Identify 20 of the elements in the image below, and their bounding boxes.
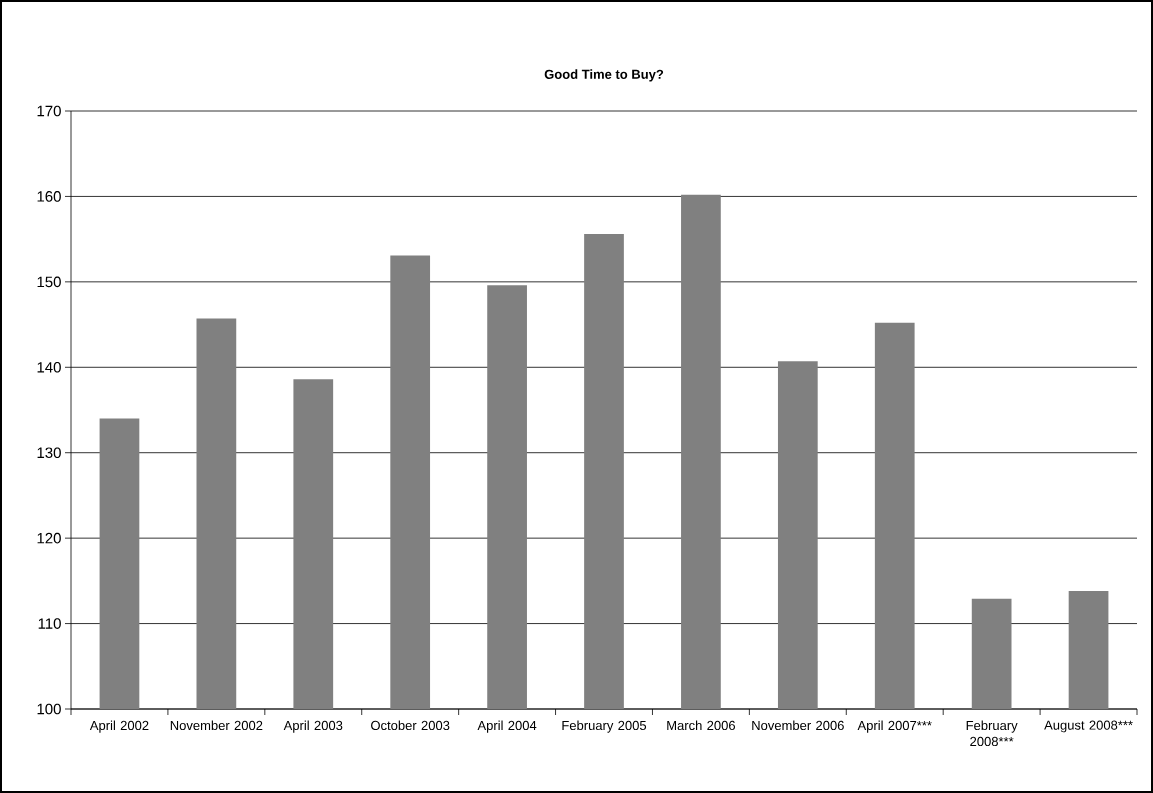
chart-title: Good Time to Buy?: [544, 69, 664, 82]
x-tick-label: April 2003: [283, 720, 343, 733]
y-tick-label: 100: [37, 703, 61, 715]
x-tick-label: March 2006: [667, 720, 736, 731]
x-tick-label: November 2002: [170, 720, 263, 731]
y-tick-label: 150: [37, 276, 61, 288]
x-tick-label: April 2007***: [857, 720, 932, 733]
x-tick-label: February 2008***: [966, 720, 1018, 747]
x-tick-label: February 2005: [562, 720, 647, 733]
x-tick-label: August 2008***: [1044, 720, 1133, 733]
y-tick-label: 120: [37, 532, 61, 544]
y-tick-label: 160: [37, 191, 61, 202]
y-tick-label: 140: [37, 361, 61, 373]
x-tick-label: October 2003: [371, 720, 450, 731]
y-tick-label: 110: [38, 618, 61, 629]
y-tick-label: 170: [37, 105, 61, 117]
x-tick-label: April 2002: [89, 720, 149, 733]
y-tick-label: 130: [37, 447, 61, 459]
x-tick-label: November 2006: [752, 720, 844, 731]
x-tick-label: April 2004: [477, 720, 537, 733]
